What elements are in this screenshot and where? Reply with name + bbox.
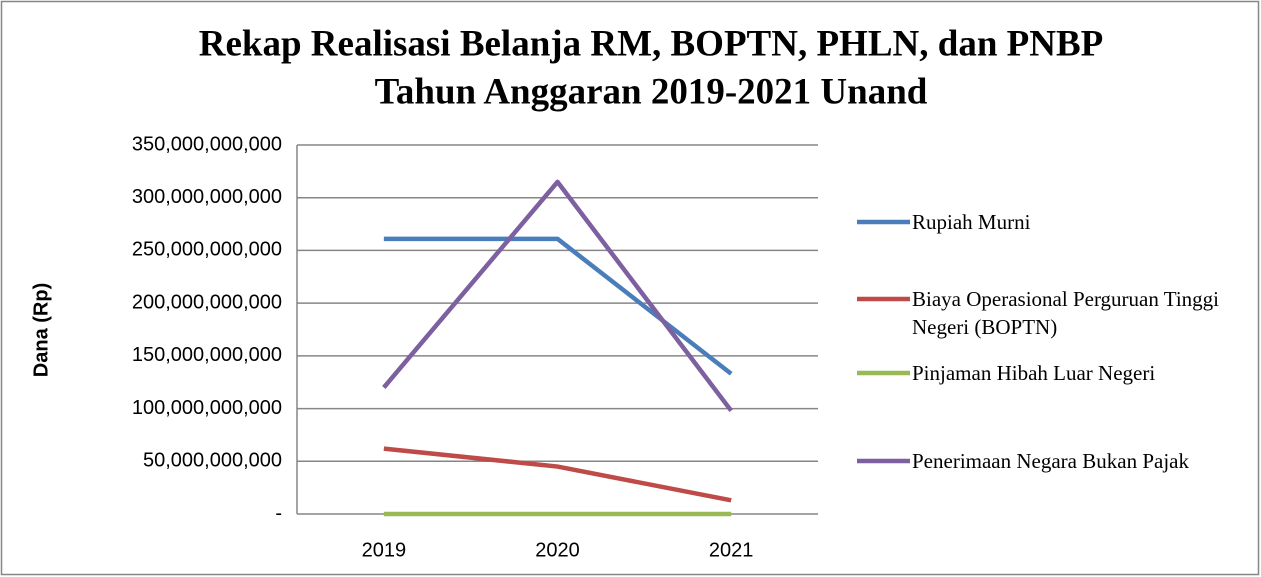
chart-title: Rekap Realisasi Belanja RM, BOPTN, PHLN,… (199, 23, 1104, 64)
legend-label: Penerimaan Negara Bukan Pajak (912, 449, 1189, 473)
y-tick-label: 350,000,000,000 (132, 133, 282, 155)
y-tick-label: 150,000,000,000 (132, 344, 282, 366)
x-tick-label: 2020 (535, 539, 580, 561)
x-tick-label: 2021 (709, 539, 754, 561)
series-line (383, 236, 733, 376)
y-axis-label: Dana (Rp) (30, 283, 52, 377)
y-tick-label: 200,000,000,000 (132, 291, 282, 313)
series-line (383, 446, 732, 503)
y-tick-label: 50,000,000,000 (143, 450, 282, 472)
y-tick-label: 100,000,000,000 (132, 397, 282, 419)
y-tick-label: - (275, 502, 282, 524)
legend-label: Biaya Operasional Perguruan Tinggi Neger… (912, 287, 1220, 339)
x-tick-label: 2019 (362, 539, 407, 561)
legend-label: Pinjaman Hibah Luar Negeri (912, 361, 1156, 385)
chart-subtitle: Tahun Anggaran 2019-2021 Unand (375, 71, 928, 112)
y-tick-label: 250,000,000,000 (132, 239, 282, 261)
series-line (382, 179, 733, 413)
y-tick-label: 300,000,000,000 (132, 186, 282, 208)
legend-label: Rupiah Murni (912, 210, 1031, 234)
